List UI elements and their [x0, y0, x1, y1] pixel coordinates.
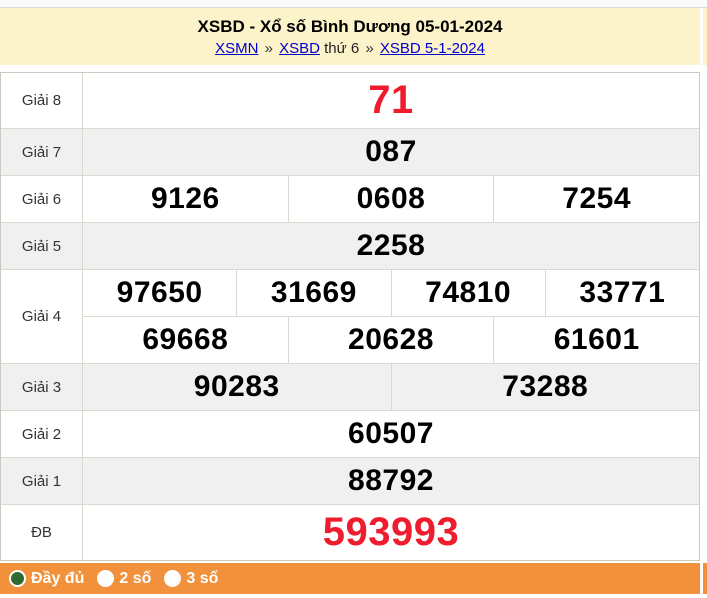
prize-cell: 31669	[236, 270, 390, 316]
top-strip	[0, 0, 707, 8]
breadcrumb-separator: »	[264, 40, 273, 57]
prize-cell: 88792	[83, 458, 699, 504]
prize-number: 69668	[142, 323, 229, 356]
prize-cell: 087	[83, 129, 699, 175]
prize-label: Giải 4	[1, 270, 83, 363]
prize-number: 73288	[502, 370, 589, 403]
prize-number: 9126	[150, 182, 220, 215]
prize-label: Giải 8	[1, 73, 83, 128]
filter-option-label: Đầy đủ	[31, 569, 85, 587]
cropped-footer-edge	[703, 563, 707, 594]
prize-cell: 73288	[390, 364, 700, 410]
page-title: XSBD - Xổ số Bình Dương 05-01-2024	[197, 17, 503, 36]
prize-cell: 60507	[83, 411, 699, 457]
breadcrumb-link-date[interactable]: XSBD 5-1-2024	[379, 40, 485, 57]
breadcrumb-link-xsbd[interactable]: XSBD	[279, 40, 320, 57]
breadcrumb-separator: »	[365, 40, 374, 57]
prize-number: 71	[368, 78, 414, 122]
prize-subrow: 97650 31669 74810 33771	[83, 270, 699, 316]
prize-cell: 97650	[83, 270, 236, 316]
prize-cell: 0608	[287, 176, 494, 222]
prize-number: 97650	[116, 276, 203, 309]
prize-label: Giải 5	[1, 223, 83, 269]
prize-row-8: Giải 8 71	[1, 73, 699, 129]
prize-row-3: Giải 3 90283 73288	[1, 364, 699, 411]
cropped-header-edge	[703, 8, 707, 65]
radio-unchecked-icon[interactable]	[164, 570, 182, 587]
prize-number: 31669	[270, 276, 357, 309]
prize-number: 88792	[348, 464, 434, 497]
prize-number: 2258	[356, 229, 426, 262]
prize-cell: 61601	[493, 317, 699, 363]
prize-row-db: ĐB 593993	[1, 505, 699, 560]
main-content: XSBD - Xổ số Bình Dương 05-01-2024 XSMN …	[0, 8, 700, 594]
prize-label: Giải 1	[1, 458, 83, 504]
prize-label: Giải 3	[1, 364, 83, 410]
prize-cell: 7254	[493, 176, 699, 222]
prize-number: 0608	[356, 182, 426, 215]
filter-option-2so[interactable]: 2 số	[97, 570, 151, 588]
prize-cell: 593993	[83, 505, 699, 560]
results-header: XSBD - Xổ số Bình Dương 05-01-2024 XSMN …	[0, 8, 700, 65]
prize-cell: 20628	[287, 317, 494, 363]
radio-checked-icon[interactable]	[9, 570, 26, 587]
prize-cell: 71	[83, 73, 699, 128]
prize-number: 90283	[193, 370, 280, 403]
prize-subrow: 69668 20628 61601	[83, 316, 699, 363]
prize-label: Giải 6	[1, 176, 83, 222]
prize-cell: 69668	[83, 317, 288, 363]
prize-number: 087	[365, 135, 417, 168]
prize-number: 593993	[322, 510, 460, 554]
prize-number: 60507	[348, 417, 434, 450]
radio-unchecked-icon[interactable]	[97, 570, 115, 587]
prize-label: Giải 7	[1, 129, 83, 175]
prize-number: 61601	[553, 323, 640, 356]
prize-table: Giải 8 71 Giải 7 087 Giải 6	[0, 72, 700, 561]
filter-option-3so[interactable]: 3 số	[164, 570, 218, 588]
prize-cell: 2258	[83, 223, 699, 269]
prize-row-1: Giải 1 88792	[1, 458, 699, 505]
prize-cell: 33771	[544, 270, 699, 316]
prize-number: 20628	[348, 323, 434, 356]
prize-label: ĐB	[1, 505, 83, 560]
prize-number: 33771	[579, 276, 666, 309]
filter-bar: Đầy đủ 2 số 3 số	[0, 563, 700, 594]
prize-row-4: Giải 4 97650 31669 74810 33771	[1, 270, 699, 364]
breadcrumb-link-xsmn[interactable]: XSMN	[215, 40, 259, 57]
prize-cell: 74810	[390, 270, 545, 316]
prize-row-7: Giải 7 087	[1, 129, 699, 176]
prize-row-2: Giải 2 60507	[1, 411, 699, 458]
filter-option-label: 2 số	[119, 569, 152, 587]
prize-row-5: Giải 5 2258	[1, 223, 699, 270]
filter-option-full[interactable]: Đầy đủ	[9, 570, 84, 588]
prize-label: Giải 2	[1, 411, 83, 457]
filter-option-label: 3 số	[186, 569, 219, 587]
prize-row-6: Giải 6 9126 0608 7254	[1, 176, 699, 223]
breadcrumb-day-text: thứ 6	[324, 40, 360, 57]
prize-number: 7254	[562, 182, 632, 215]
prize-number: 74810	[425, 276, 512, 309]
prize-cell: 9126	[83, 176, 288, 222]
prize-cell: 90283	[83, 364, 391, 410]
breadcrumb: XSMN » XSBD thứ 6 » XSBD 5-1-2024	[0, 38, 700, 59]
